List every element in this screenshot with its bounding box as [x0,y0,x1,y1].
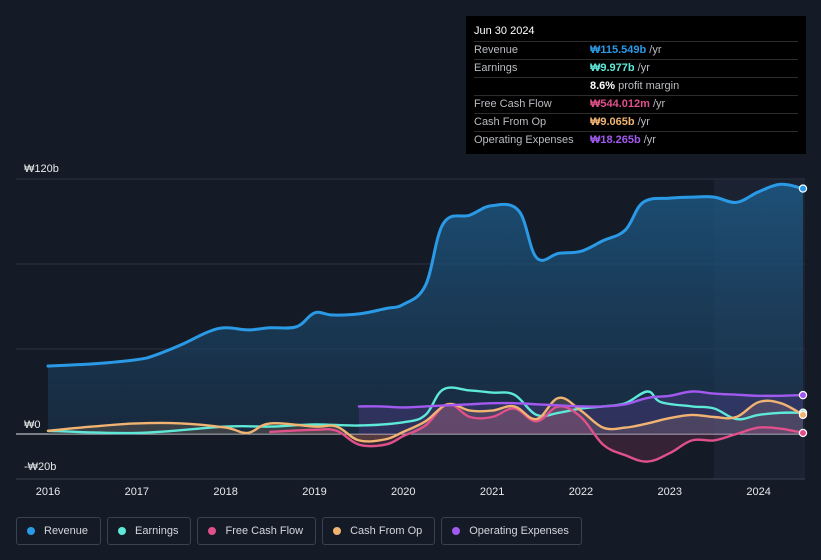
chart-legend: Revenue Earnings Free Cash Flow Cash Fro… [16,517,588,545]
x-tick-label: 2022 [569,486,593,498]
tooltip-label-spacer [474,78,590,95]
x-tick-label: 2021 [480,486,504,498]
tooltip-unit: /yr [637,62,650,74]
tooltip-row-profit-margin: 8.6% profit margin [474,77,798,95]
tooltip-unit: /yr [643,134,656,146]
tooltip-date: Jun 30 2024 [474,25,535,37]
y-tick-label: ₩0 [24,419,41,431]
x-tick-label: 2020 [391,486,415,498]
data-tooltip: Jun 30 2024 Revenue ₩115.549b /yr Earnin… [466,16,806,154]
y-tick-label: ₩120b [24,163,59,175]
profit-margin-value: 8.6% [590,80,616,92]
y-tick-label: -₩20b [24,461,56,473]
y-axis-labels: ₩120b ₩0 -₩20b [24,163,59,473]
tooltip-row-earnings: Earnings ₩9.977b /yr [474,59,798,77]
revenue-area [48,184,803,434]
legend-label: Free Cash Flow [225,525,304,537]
tooltip-value: ₩9.065b [590,116,635,128]
legend-item-earnings[interactable]: Earnings [107,517,192,545]
cash-from-op-end-point [798,410,808,420]
revenue-line [46,182,805,368]
legend-dot-icon [27,527,35,535]
x-tick-label: 2024 [746,486,770,498]
legend-label: Operating Expenses [469,525,569,537]
revenue-end-point [798,184,808,193]
operating-expenses-end-point [798,390,808,400]
legend-item-free-cash-flow[interactable]: Free Cash Flow [197,517,317,545]
series-end-markers [798,184,808,438]
operating-expenses-area [358,391,803,434]
legend-item-operating-expenses[interactable]: Operating Expenses [441,517,582,545]
tooltip-value: ₩9.977b [590,62,635,74]
tooltip-label: Cash From Op [474,116,547,128]
tooltip-value: ₩18.265b [590,134,641,146]
legend-label: Revenue [44,525,89,537]
legend-item-cash-from-op[interactable]: Cash From Op [322,517,436,545]
x-tick-label: 2019 [302,486,326,498]
tooltip-row-cash-from-op: Cash From Op ₩9.065b /yr [474,113,798,131]
tooltip-label: Earnings [474,62,518,74]
x-tick-label: 2023 [658,486,682,498]
operating-expenses-line [357,390,805,409]
free-cash-flow-area [270,404,804,462]
tooltip-row-revenue: Revenue ₩115.549b /yr [474,41,798,59]
x-tick-label: 2018 [213,486,237,498]
x-tick-label: 2017 [125,486,149,498]
tooltip-value: ₩544.012m [590,98,650,110]
legend-dot-icon [333,527,342,535]
tooltip-label: Revenue [474,44,519,56]
tooltip-unit: /yr [649,44,662,56]
legend-dot-icon [452,527,461,535]
x-tick-label: 2016 [36,486,60,498]
tooltip-row-operating-expenses: Operating Expenses ₩18.265b /yr [474,131,798,149]
legend-label: Cash From Op [350,525,423,537]
x-axis-labels: 2016 2017 2018 2019 2020 2021 2022 2023 2024 [36,486,771,498]
tooltip-value: ₩115.549b [590,44,647,56]
legend-label: Earnings [135,525,179,537]
profit-margin-label: profit margin [618,80,680,92]
tooltip-label: Operating Expenses [474,134,574,146]
tooltip-label: Free Cash Flow [474,98,552,110]
tooltip-unit: /yr [652,98,666,110]
series-lines [46,182,805,463]
free-cash-flow-line [268,403,805,463]
tooltip-unit: /yr [637,116,650,128]
legend-item-revenue[interactable]: Revenue [16,517,102,545]
tooltip-row-free-cash-flow: Free Cash Flow ₩544.012m /yr [474,95,798,113]
series-areas [48,184,804,462]
legend-dot-icon [208,527,217,535]
cash-from-op-line [46,396,805,443]
free-cash-flow-end-point [798,428,808,438]
cash-from-op-area [48,397,803,442]
legend-dot-icon [118,527,127,535]
